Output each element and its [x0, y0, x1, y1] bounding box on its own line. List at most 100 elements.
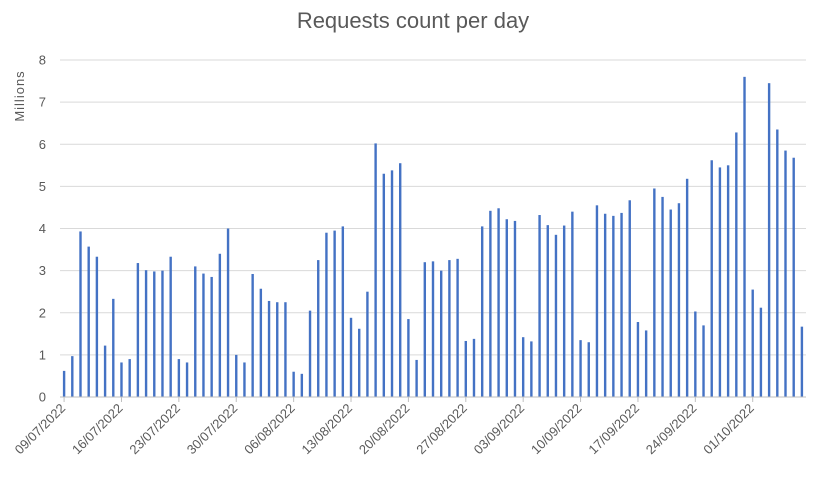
- bar: [226, 228, 230, 397]
- x-tick-label: 30/07/2022: [184, 401, 241, 458]
- bar: [751, 289, 754, 397]
- bar: [333, 230, 336, 397]
- bar: [349, 317, 353, 397]
- bar: [612, 215, 615, 397]
- bar: [784, 150, 787, 397]
- bar: [284, 302, 287, 397]
- bar: [292, 371, 295, 397]
- bar: [653, 188, 656, 397]
- x-tick-label: 16/07/2022: [69, 401, 126, 458]
- chart-title: Requests count per day: [296, 8, 530, 33]
- bar: [308, 310, 312, 397]
- x-tick-label: 17/09/2022: [585, 401, 642, 458]
- bar: [571, 211, 574, 397]
- bar: [497, 208, 500, 397]
- bar: [628, 200, 631, 397]
- y-tick-label: 5: [39, 179, 46, 194]
- bar: [259, 288, 263, 397]
- bar: [636, 322, 640, 397]
- bar: [87, 246, 90, 397]
- y-tick-label: 4: [39, 221, 46, 236]
- bar: [456, 258, 459, 397]
- bar: [71, 356, 74, 397]
- bar: [595, 205, 599, 397]
- bar: [128, 359, 131, 397]
- x-tick-label: 03/09/2022: [471, 401, 528, 458]
- y-tick-label: 6: [39, 137, 46, 152]
- bar: [776, 129, 779, 397]
- bar: [530, 341, 533, 397]
- bar: [579, 340, 582, 397]
- bar: [726, 165, 730, 397]
- bar: [661, 196, 664, 397]
- bar: [603, 213, 607, 397]
- bar: [767, 83, 771, 397]
- bar: [718, 167, 722, 397]
- bar: [243, 362, 246, 397]
- bar: [538, 215, 541, 397]
- bar: [136, 263, 140, 397]
- x-tick-label: 27/08/2022: [413, 401, 470, 458]
- bar: [300, 373, 304, 397]
- bar: [735, 132, 738, 397]
- bar: [464, 340, 467, 397]
- y-tick-label: 1: [39, 347, 46, 362]
- x-tick-marks: [63, 397, 754, 402]
- bar: [423, 262, 427, 397]
- bar: [341, 226, 345, 397]
- bar: [513, 220, 517, 397]
- bar: [390, 170, 394, 397]
- bar: [358, 328, 361, 397]
- bar: [448, 260, 451, 397]
- bar: [480, 226, 484, 397]
- bar: [325, 232, 328, 397]
- y-tick-label: 3: [39, 263, 46, 278]
- bar: [144, 270, 148, 397]
- bar: [267, 300, 271, 397]
- bar: [382, 173, 386, 397]
- x-tick-label: 09/07/2022: [12, 401, 69, 458]
- bar: [276, 302, 279, 397]
- bar: [169, 256, 172, 397]
- x-tick-label: 10/09/2022: [528, 401, 585, 458]
- x-tick-label: 01/10/2022: [700, 401, 757, 458]
- bar: [153, 271, 156, 397]
- bars: [62, 76, 804, 397]
- bar: [710, 160, 713, 397]
- y-tick-labels: 0 1 2 3 4 5 6 7 8: [39, 53, 46, 405]
- bar: [644, 330, 648, 397]
- bar: [562, 225, 566, 397]
- bar: [374, 143, 377, 397]
- x-tick-label: 06/08/2022: [241, 401, 298, 458]
- bar: [177, 359, 181, 397]
- bar: [120, 362, 123, 397]
- bar: [431, 261, 435, 397]
- bar: [472, 338, 476, 397]
- bar: [62, 370, 66, 397]
- x-tick-label: 13/08/2022: [299, 401, 356, 458]
- bar: [112, 298, 115, 397]
- x-tick-label: 24/09/2022: [643, 401, 700, 458]
- y-tick-label: 7: [39, 95, 46, 110]
- bar: [439, 270, 443, 397]
- x-tick-labels: 09/07/2022 16/07/2022 23/07/2022 30/07/2022…: [12, 401, 757, 458]
- bar: [620, 212, 623, 397]
- bar: [489, 210, 492, 397]
- bar: [317, 260, 320, 397]
- bar: [415, 359, 418, 397]
- y-tick-label: 0: [39, 390, 46, 405]
- x-tick-label: 23/07/2022: [126, 401, 183, 458]
- x-tick-label: 20/08/2022: [356, 401, 413, 458]
- bar: [792, 157, 795, 397]
- bar: [505, 219, 508, 397]
- bar: [399, 163, 402, 397]
- bar: [103, 345, 107, 397]
- bar: [759, 307, 763, 397]
- bar: [185, 362, 189, 397]
- bar: [694, 311, 697, 397]
- bar: [194, 266, 197, 397]
- bar: [161, 270, 164, 397]
- y-tick-label: 2: [39, 305, 46, 320]
- bar: [235, 354, 238, 397]
